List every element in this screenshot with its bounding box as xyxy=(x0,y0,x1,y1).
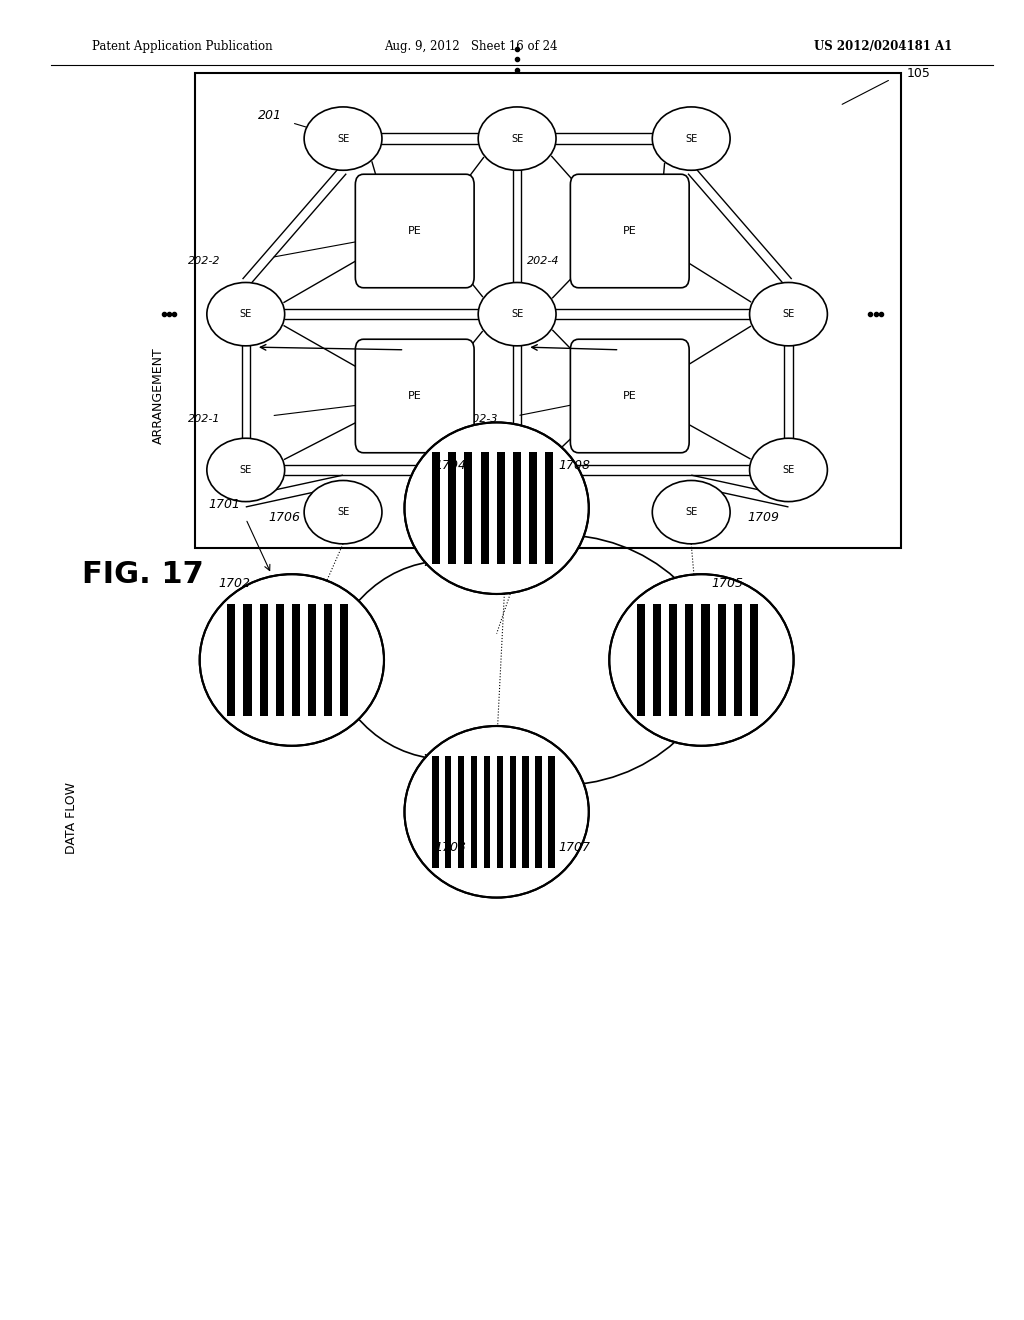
FancyBboxPatch shape xyxy=(292,605,300,715)
FancyBboxPatch shape xyxy=(670,605,677,715)
FancyBboxPatch shape xyxy=(718,605,726,715)
FancyBboxPatch shape xyxy=(483,756,490,867)
FancyBboxPatch shape xyxy=(510,756,516,867)
Text: PE: PE xyxy=(623,226,637,236)
Text: SE: SE xyxy=(511,507,523,517)
Text: 202-4: 202-4 xyxy=(527,256,560,267)
FancyBboxPatch shape xyxy=(458,756,465,867)
FancyBboxPatch shape xyxy=(637,605,645,715)
Ellipse shape xyxy=(200,574,384,746)
Text: 202-3: 202-3 xyxy=(466,414,499,425)
Text: PE: PE xyxy=(623,391,637,401)
Ellipse shape xyxy=(478,438,556,502)
Text: SE: SE xyxy=(240,309,252,319)
FancyBboxPatch shape xyxy=(195,73,901,548)
FancyBboxPatch shape xyxy=(244,605,252,715)
Ellipse shape xyxy=(652,480,730,544)
FancyBboxPatch shape xyxy=(528,453,537,564)
Ellipse shape xyxy=(478,107,556,170)
Ellipse shape xyxy=(404,422,589,594)
Text: SE: SE xyxy=(511,133,523,144)
Text: 105: 105 xyxy=(906,66,930,79)
Text: PE: PE xyxy=(408,226,422,236)
FancyBboxPatch shape xyxy=(734,605,741,715)
Text: 202-2: 202-2 xyxy=(187,256,220,267)
Text: ARRANGEMENT: ARRANGEMENT xyxy=(153,347,165,445)
FancyBboxPatch shape xyxy=(545,453,553,564)
FancyBboxPatch shape xyxy=(445,756,452,867)
Text: FIG. 17: FIG. 17 xyxy=(82,560,204,589)
Text: SE: SE xyxy=(511,309,523,319)
FancyBboxPatch shape xyxy=(480,453,488,564)
FancyBboxPatch shape xyxy=(355,339,474,453)
FancyBboxPatch shape xyxy=(449,453,457,564)
FancyBboxPatch shape xyxy=(701,605,710,715)
Ellipse shape xyxy=(750,282,827,346)
Ellipse shape xyxy=(207,282,285,346)
Ellipse shape xyxy=(304,107,382,170)
FancyBboxPatch shape xyxy=(685,605,693,715)
FancyBboxPatch shape xyxy=(570,174,689,288)
Ellipse shape xyxy=(404,726,589,898)
Text: 1705: 1705 xyxy=(712,577,743,590)
Text: 1706: 1706 xyxy=(268,511,300,524)
Text: PE: PE xyxy=(408,391,422,401)
FancyBboxPatch shape xyxy=(259,605,267,715)
Text: SE: SE xyxy=(511,465,523,475)
FancyBboxPatch shape xyxy=(536,756,542,867)
Text: SE: SE xyxy=(240,465,252,475)
Ellipse shape xyxy=(609,574,794,746)
FancyBboxPatch shape xyxy=(432,756,438,867)
Text: 202-1: 202-1 xyxy=(187,414,220,425)
FancyBboxPatch shape xyxy=(497,453,505,564)
Text: SE: SE xyxy=(782,465,795,475)
FancyBboxPatch shape xyxy=(570,339,689,453)
Text: 201: 201 xyxy=(258,108,282,121)
Ellipse shape xyxy=(207,438,285,502)
FancyBboxPatch shape xyxy=(750,605,758,715)
Text: SE: SE xyxy=(337,507,349,517)
FancyBboxPatch shape xyxy=(324,605,332,715)
FancyBboxPatch shape xyxy=(522,756,528,867)
Text: Aug. 9, 2012   Sheet 16 of 24: Aug. 9, 2012 Sheet 16 of 24 xyxy=(384,40,558,53)
Text: SE: SE xyxy=(685,507,697,517)
FancyBboxPatch shape xyxy=(513,453,521,564)
FancyBboxPatch shape xyxy=(355,174,474,288)
FancyBboxPatch shape xyxy=(465,453,472,564)
Text: 1703: 1703 xyxy=(434,841,466,854)
FancyBboxPatch shape xyxy=(653,605,662,715)
Text: 1702: 1702 xyxy=(219,577,251,590)
Text: SE: SE xyxy=(685,133,697,144)
FancyBboxPatch shape xyxy=(548,756,555,867)
Ellipse shape xyxy=(478,282,556,346)
Text: 1709: 1709 xyxy=(748,511,779,524)
Ellipse shape xyxy=(652,107,730,170)
Text: DATA FLOW: DATA FLOW xyxy=(66,783,78,854)
FancyBboxPatch shape xyxy=(497,756,503,867)
Text: SE: SE xyxy=(337,133,349,144)
FancyBboxPatch shape xyxy=(227,605,236,715)
Ellipse shape xyxy=(478,480,556,544)
FancyBboxPatch shape xyxy=(471,756,477,867)
Text: US 2012/0204181 A1: US 2012/0204181 A1 xyxy=(814,40,952,53)
Text: 1708: 1708 xyxy=(558,458,590,471)
FancyBboxPatch shape xyxy=(432,453,440,564)
Text: Patent Application Publication: Patent Application Publication xyxy=(92,40,272,53)
Text: 1707: 1707 xyxy=(558,841,590,854)
Ellipse shape xyxy=(750,438,827,502)
Text: 1704: 1704 xyxy=(434,458,466,471)
Text: 1701: 1701 xyxy=(209,498,241,511)
Ellipse shape xyxy=(304,480,382,544)
FancyBboxPatch shape xyxy=(275,605,284,715)
Text: SE: SE xyxy=(782,309,795,319)
FancyBboxPatch shape xyxy=(308,605,316,715)
FancyBboxPatch shape xyxy=(340,605,348,715)
